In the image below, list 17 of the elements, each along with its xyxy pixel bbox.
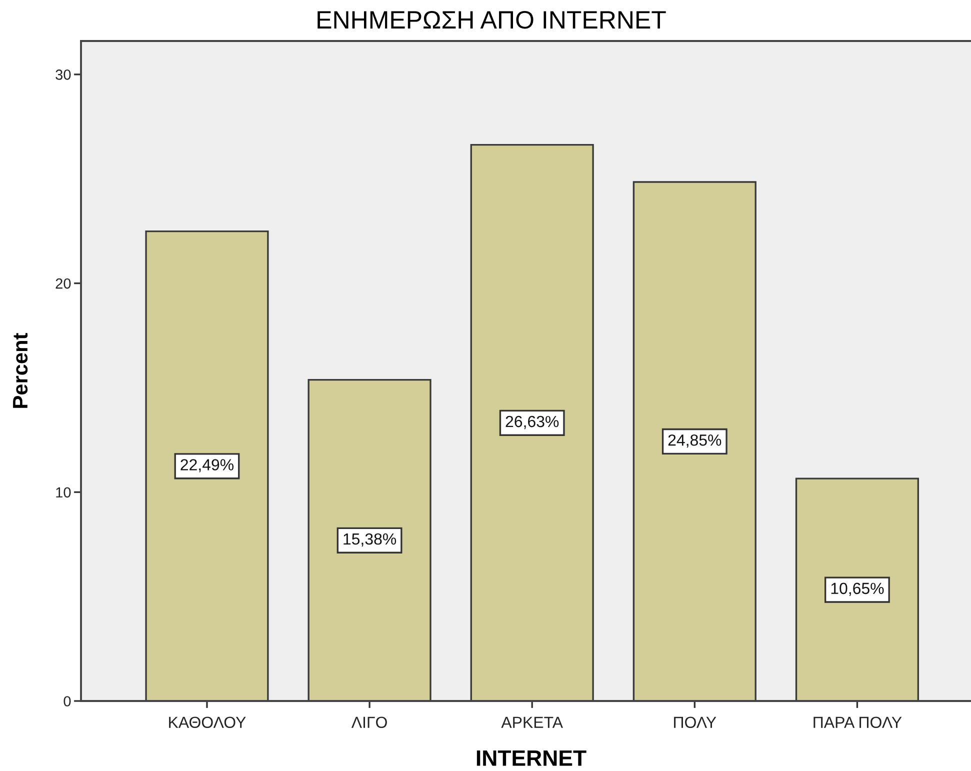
data-label: 10,65% [831, 582, 884, 596]
y-tick-label: 20 [56, 278, 71, 289]
y-tick-label: 0 [64, 696, 71, 706]
x-tick-label: ΠΟΛΥ [674, 716, 716, 728]
x-axis-title: INTERNET [476, 750, 586, 766]
y-tick-label: 10 [56, 487, 71, 498]
data-label: 26,63% [506, 416, 559, 430]
data-label: 22,49% [180, 459, 234, 472]
y-axis-title: Percent [13, 333, 28, 408]
data-label: 15,38% [344, 533, 396, 547]
data-label: 24,85% [668, 434, 722, 448]
x-tick-label: ΚΑΘΟΛΟΥ [169, 716, 246, 728]
x-tick-label: ΛΙΓΟ [351, 716, 387, 728]
y-tick-label: 30 [56, 70, 71, 80]
x-tick-label: ΑΡΚΕΤΑ [501, 716, 563, 728]
chart-title: ΕΝΗΜΕΡΩΣΗ ΑΠΟ INTERNET [318, 11, 666, 29]
x-tick-label: ΠΑΡΑ ΠΟΛΥ [814, 716, 902, 728]
